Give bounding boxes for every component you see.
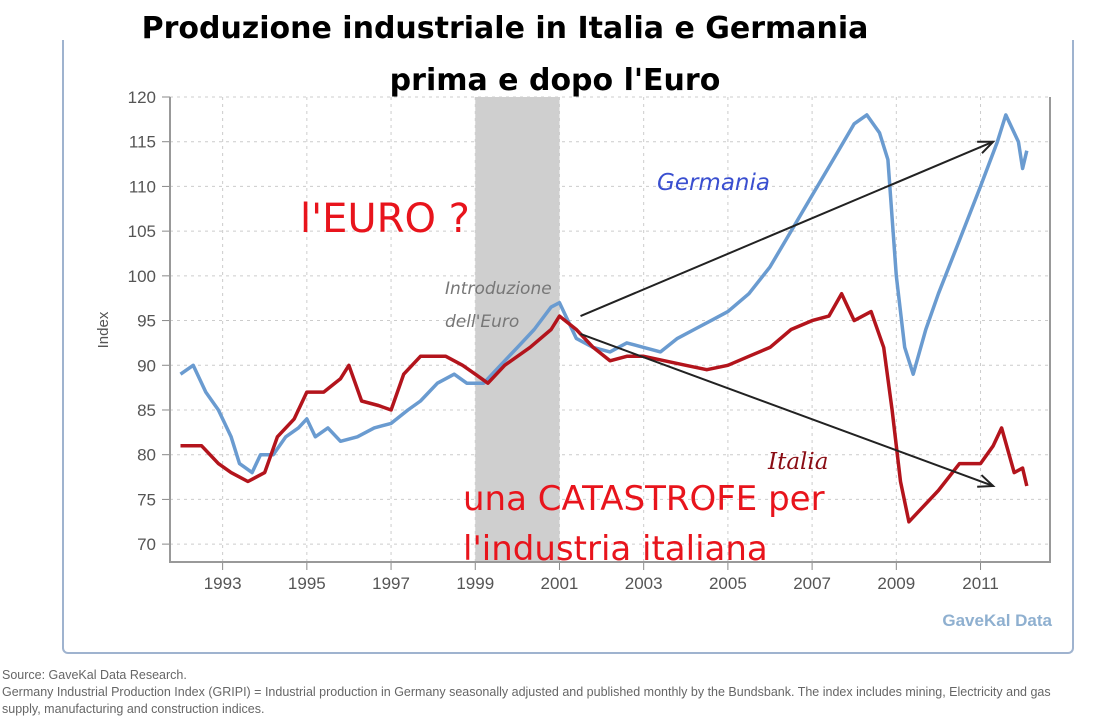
x-tick-label: 1995 (288, 574, 326, 593)
legend-italia: Italia (767, 449, 828, 475)
y-tick-label: 120 (128, 88, 156, 107)
annotation-euro-question: l'EURO ? (300, 196, 470, 242)
arrow-head-icon (977, 474, 996, 488)
chart-subtitle: prima e dopo l'Euro (390, 63, 721, 98)
series-lines (179, 113, 1029, 524)
legend-germania: Germania (657, 170, 770, 196)
y-tick-label: 70 (137, 535, 156, 554)
y-tick-label: 105 (128, 222, 156, 241)
euro-introduction-period (475, 97, 560, 562)
series-line-germania (179, 113, 1029, 475)
y-axis-label: Index (95, 311, 112, 348)
annotation-intro-1: Introduzione (445, 279, 552, 299)
arrow-head-icon (977, 140, 996, 154)
chart-title: Produzione industriale in Italia e Germa… (142, 11, 869, 46)
footer-source: Source: GaveKal Data Research. (2, 668, 187, 682)
axis-lines (169, 97, 1051, 563)
y-tick-label: 110 (129, 177, 156, 196)
x-tick-label: 1997 (372, 574, 410, 593)
annotation-catastrofe-1: una CATASTROFE per (463, 479, 825, 519)
x-tick-label: 1999 (456, 574, 494, 593)
x-tick-label: 2009 (877, 574, 915, 593)
y-tick-label: 95 (137, 312, 156, 331)
y-tick-label: 115 (129, 133, 156, 152)
trend-arrow-0 (580, 140, 994, 318)
y-tick-label: 75 (137, 490, 156, 509)
chart-frame (62, 40, 1074, 654)
annotation-catastrofe-2: l'industria italiana (463, 529, 768, 569)
footer-note: Germany Industrial Production Index (GRI… (2, 685, 1051, 716)
x-tick-label: 2007 (793, 574, 831, 593)
annotation-intro-2: dell'Euro (445, 312, 519, 332)
series-line-italia (180, 291, 1029, 524)
watermark: GaveKal Data (942, 611, 1052, 630)
axes: 70 75 80 85 90 95 100 105 110 115 120 1993 1995 1997 1… (128, 88, 1051, 593)
y-tick-label: 85 (137, 401, 156, 420)
trend-arrow-1 (580, 333, 994, 487)
x-tick-label: 2005 (709, 574, 747, 593)
trend-arrows (580, 140, 996, 488)
x-tick-label: 2001 (541, 574, 579, 593)
x-tick-label: 2003 (625, 574, 663, 593)
x-tick-label: 2011 (962, 574, 999, 593)
x-tick-label: 1993 (204, 574, 242, 593)
y-tick-label: 100 (128, 267, 156, 286)
y-tick-label: 80 (137, 446, 156, 465)
y-tick-label: 90 (137, 356, 156, 375)
